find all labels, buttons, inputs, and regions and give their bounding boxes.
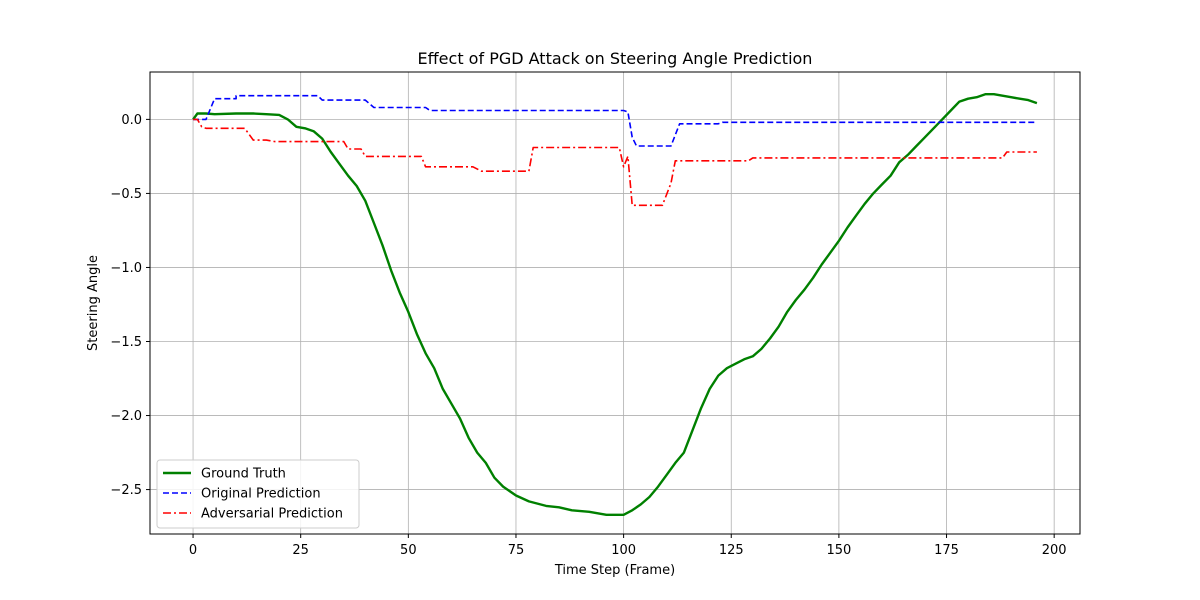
x-tick-label: 25	[292, 543, 309, 558]
series-line-3	[193, 118, 1037, 207]
x-tick-label: 200	[1042, 543, 1067, 558]
legend-box	[156, 459, 360, 529]
legend: Ground Truth Original Prediction Adversari…	[156, 459, 360, 529]
x-tick-label: 175	[934, 543, 959, 558]
x-tick-label: 0	[189, 543, 197, 558]
x-tick-label: 150	[826, 543, 851, 558]
y-tick-label: −1.5	[110, 335, 142, 350]
y-tick-label: 0.0	[121, 113, 142, 128]
y-tick-label: −2.0	[110, 409, 142, 424]
x-tick-label: 125	[719, 543, 744, 558]
legend-label-1: Ground Truth	[201, 467, 286, 482]
y-tick-label: −0.5	[110, 187, 142, 202]
x-axis-label: Time Step (Frame)	[554, 563, 675, 578]
y-axis-label: Steering Angle	[86, 255, 101, 351]
grid-layer	[150, 72, 1080, 534]
y-axis-ticks: 0.0 −0.5 −1.0 −1.5 −2.0 −2.5	[110, 113, 150, 498]
legend-label-2: Original Prediction	[201, 487, 321, 502]
series-line-2	[193, 94, 1037, 147]
x-tick-label: 50	[400, 543, 417, 558]
y-tick-label: −1.0	[110, 261, 142, 276]
chart-title: Effect of PGD Attack on Steering Angle P…	[418, 49, 813, 68]
series-layer	[192, 93, 1038, 516]
x-tick-label: 100	[611, 543, 636, 558]
legend-label-3: Adversarial Prediction	[201, 507, 343, 522]
y-tick-label: −2.5	[110, 483, 142, 498]
x-tick-label: 75	[508, 543, 525, 558]
plot-frame	[149, 71, 1081, 535]
x-axis-ticks: 0 25 50 75 100 125 150 175 200	[189, 534, 1067, 558]
series-line-1	[192, 93, 1038, 516]
